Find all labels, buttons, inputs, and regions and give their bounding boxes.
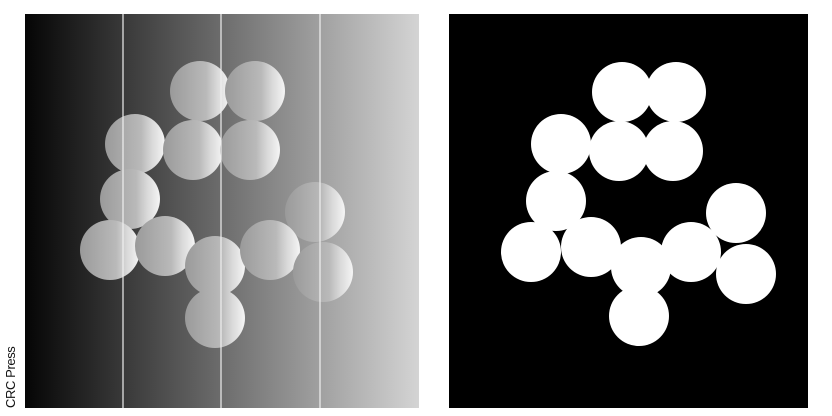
left-circle-3 xyxy=(105,114,165,174)
right-circle-cluster xyxy=(501,62,776,346)
right-circle-11 xyxy=(661,222,721,282)
left-circle-12 xyxy=(293,242,353,302)
right-circle-7 xyxy=(706,183,766,243)
left-circle-6 xyxy=(100,169,160,229)
left-circle-13 xyxy=(185,288,245,348)
left-circle-8 xyxy=(80,220,140,280)
left-circle-2 xyxy=(225,61,285,121)
left-circle-5 xyxy=(220,120,280,180)
right-circle-10 xyxy=(611,237,671,297)
left-gradient-panel xyxy=(25,14,419,408)
right-circle-4 xyxy=(589,121,649,181)
left-circle-11 xyxy=(240,220,300,280)
left-circle-1 xyxy=(170,61,230,121)
right-circle-1 xyxy=(592,62,652,122)
left-circle-9 xyxy=(135,216,195,276)
right-circle-5 xyxy=(643,121,703,181)
publisher-credit: CRC Press xyxy=(3,346,18,408)
left-circle-4 xyxy=(163,120,223,180)
right-circle-3 xyxy=(531,114,591,174)
right-circle-9 xyxy=(561,217,621,277)
right-circle-2 xyxy=(646,62,706,122)
right-circle-13 xyxy=(609,286,669,346)
left-circle-7 xyxy=(285,182,345,242)
separator-lines xyxy=(122,14,321,408)
right-circle-8 xyxy=(501,222,561,282)
right-circle-12 xyxy=(716,244,776,304)
right-circle-6 xyxy=(526,171,586,231)
left-circle-cluster xyxy=(80,61,353,348)
left-circle-10 xyxy=(185,236,245,296)
right-binary-panel xyxy=(449,14,808,408)
